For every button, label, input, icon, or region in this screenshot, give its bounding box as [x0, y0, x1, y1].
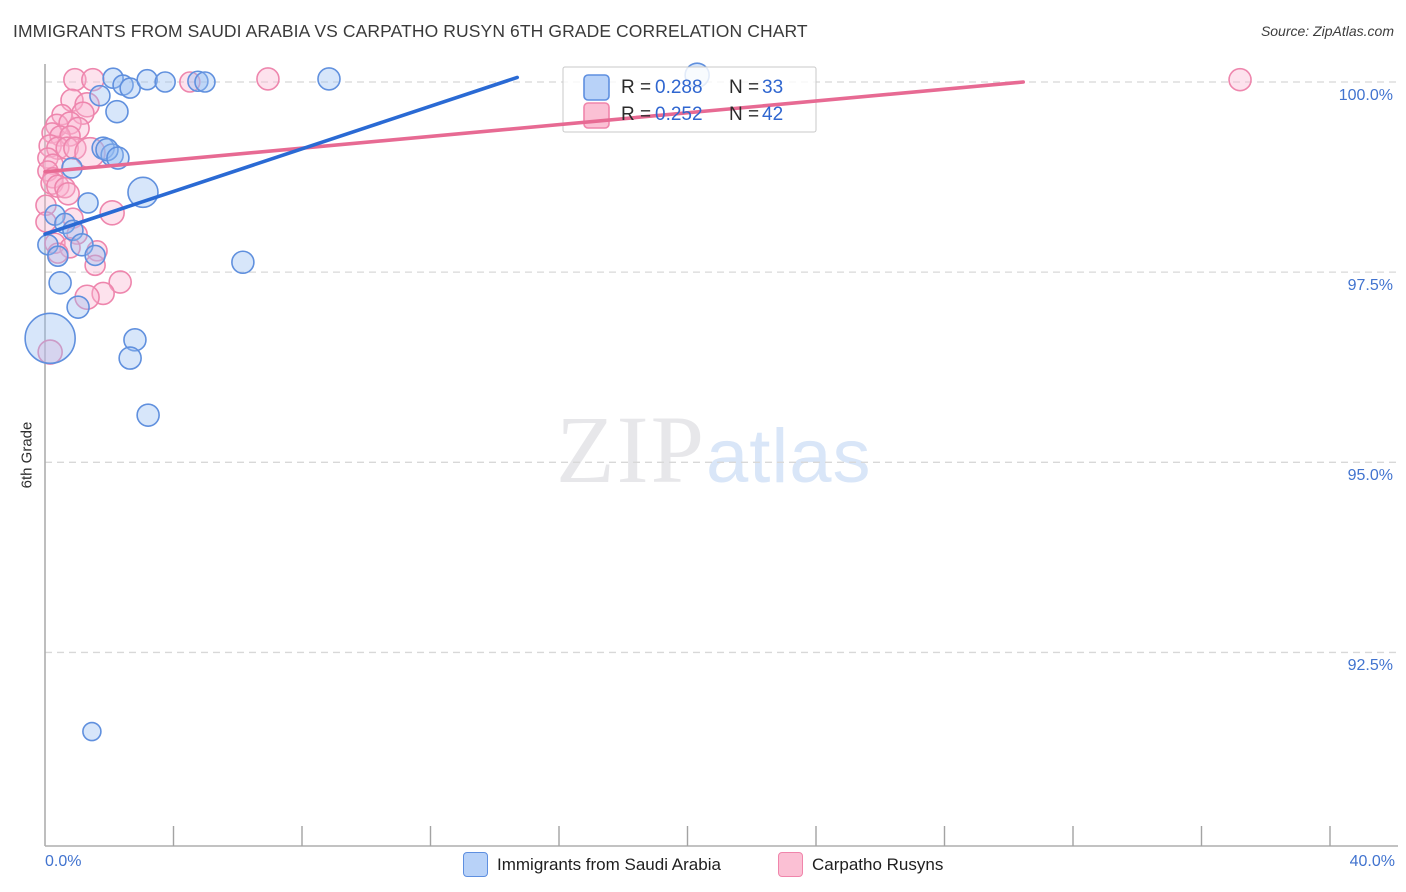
- y-tick-label-925: 92.5%: [1347, 657, 1393, 674]
- scatter-point-blue: [194, 71, 216, 93]
- scatter-point-blue: [136, 68, 158, 91]
- page-title: IMMIGRANTS FROM SAUDI ARABIA VS CARPATHO…: [13, 21, 808, 41]
- scatter-point-pink: [91, 281, 115, 306]
- legend-label-saudi-arabia: Immigrants from Saudi Arabia: [497, 855, 721, 874]
- scatter-point-pink: [1228, 67, 1252, 92]
- scatter-point-blue: [48, 270, 72, 295]
- scatter-point-blue: [105, 99, 129, 124]
- scatter-point-blue: [24, 312, 76, 365]
- legend-r-label-pink: R =: [621, 104, 652, 125]
- scatter-point-pink: [63, 67, 87, 92]
- legend-swatch-pink: [583, 102, 610, 129]
- scatter-point-blue: [231, 250, 255, 275]
- scatter-point-blue: [123, 328, 147, 352]
- scatter-point-pink: [256, 67, 280, 91]
- trend-line: [43, 75, 520, 236]
- scatter-point-blue: [82, 721, 102, 742]
- scatter-point-blue: [187, 70, 209, 93]
- legend-swatch-carpatho-rusyns: [778, 852, 803, 877]
- legend-n-label-blue: N =: [729, 77, 760, 98]
- y-tick-label-100: 100.0%: [1338, 87, 1393, 104]
- legend-r-label-blue: R =: [621, 77, 652, 98]
- x-tick-label-min: 0.0%: [45, 853, 82, 870]
- scatter-point-blue: [317, 67, 341, 91]
- watermark: ZIP atlas: [556, 402, 872, 498]
- scatter-point-blue: [154, 71, 176, 93]
- scatter-point-blue: [136, 403, 160, 427]
- scatter-point-blue: [77, 192, 99, 214]
- scatter-point-blue: [84, 244, 106, 267]
- legend-label-carpatho-rusyns: Carpatho Rusyns: [812, 855, 944, 874]
- legend-swatch-saudi-arabia: [463, 852, 488, 877]
- y-tick-label-950: 95.0%: [1347, 467, 1393, 484]
- scatter-point-pink: [179, 71, 201, 93]
- scatter-point-blue: [89, 84, 111, 107]
- legend-n-label-pink: N =: [729, 104, 760, 125]
- scatter-point-pink: [108, 270, 132, 294]
- legend-swatch-blue: [583, 74, 610, 101]
- legend-r-value-blue: 0.288: [655, 77, 703, 98]
- scatter-point-blue: [119, 77, 141, 99]
- legend-n-value-pink: 42: [762, 104, 784, 125]
- trend-line: [43, 80, 1026, 174]
- scatter-point-blue: [118, 346, 142, 370]
- watermark-zip: ZIP: [556, 396, 706, 503]
- scatter-point-blue: [47, 245, 69, 267]
- watermark-atlas: atlas: [706, 414, 872, 499]
- scatter-point-pink: [56, 182, 80, 206]
- scatter-point-blue: [66, 295, 90, 319]
- legend-n-value-blue: 33: [762, 77, 784, 98]
- source-credit: Source: ZipAtlas.com: [1260, 23, 1394, 39]
- y-tick-label-975: 97.5%: [1347, 277, 1393, 294]
- x-tick-label-max: 40.0%: [1349, 853, 1395, 870]
- legend-r-value-pink: 0.252: [655, 104, 703, 125]
